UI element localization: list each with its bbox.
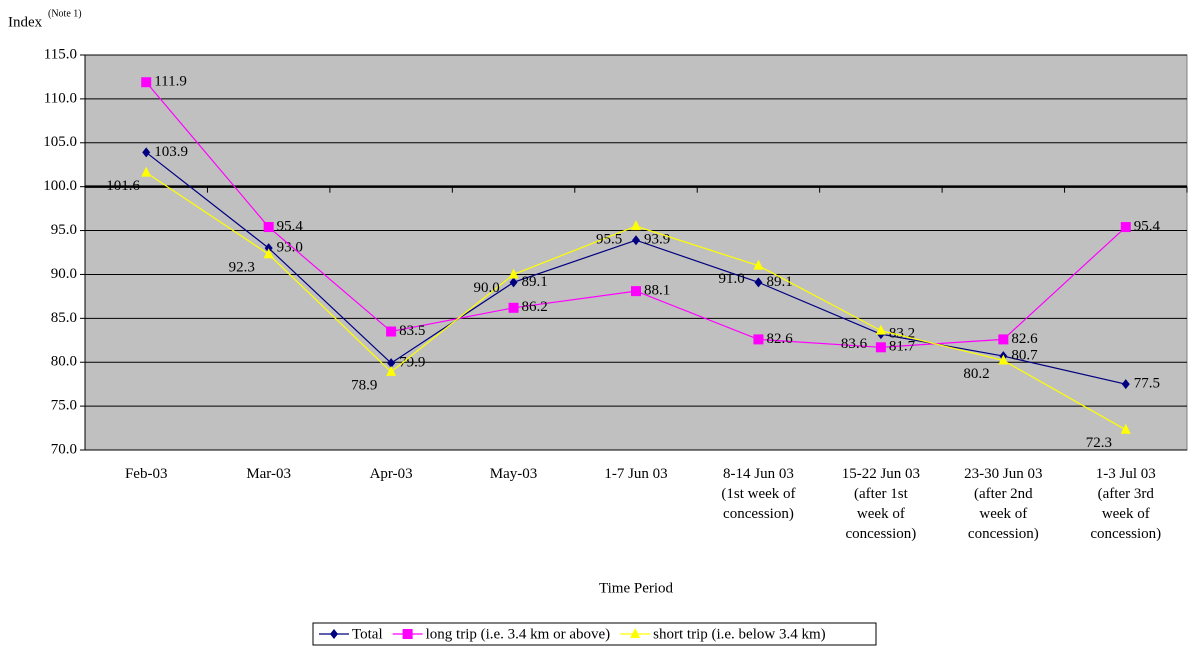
marker [263,248,274,259]
x-tick-label: Feb-03 [125,466,168,482]
value-label: 79.9 [399,355,425,371]
value-label: 83.6 [841,336,868,352]
y-tick-label: 100.0 [43,178,77,194]
plot-area [84,54,1188,451]
y-tick-label: 80.0 [51,354,77,370]
value-label: 88.1 [644,283,670,299]
x-tick-label: 8-14 Jun 03 (1st week of concession) [721,466,795,522]
marker [631,286,641,297]
marker [402,629,413,639]
y-axis-note: (Note 1) [48,8,82,19]
marker [631,220,641,231]
marker [998,354,1009,365]
x-tick-label: 1-7 Jun 03 [604,466,667,482]
value-label: 80.2 [963,366,989,382]
y-tick-label: 90.0 [51,266,77,282]
marker [330,629,338,639]
y-tick-label: 110.0 [44,90,77,106]
value-label: 82.6 [1011,331,1038,347]
x-axis-label: Time Period [599,580,674,596]
x-tick-label: 15-22 Jun 03 (after 1st week of concession) [842,466,920,542]
marker [509,277,518,288]
legend [312,622,877,646]
legend-label: Total [352,626,383,642]
value-label: 89.1 [522,274,548,290]
value-label: 95.4 [277,218,304,234]
value-label: 111.9 [154,74,187,90]
marker [508,268,519,279]
x-tick-label: May-03 [490,466,538,482]
marker [875,342,886,353]
marker [387,358,396,369]
y-tick-label: 85.0 [51,310,77,326]
value-label: 82.6 [766,331,793,347]
marker [508,302,519,313]
y-axis-label: Index [8,14,43,30]
marker [263,222,274,233]
marker [142,147,151,158]
x-tick-label: 1-3 Jul 03 (after 3rd week of concession) [1090,466,1161,542]
marker [754,277,763,288]
marker [998,334,1009,345]
value-label: 101.6 [106,178,140,194]
x-tick-label: 23-30 Jun 03 (after 2nd week of concession) [964,466,1042,542]
x-tick-label: Apr-03 [370,466,413,482]
y-tick-label: 115.0 [44,46,77,62]
value-label: 81.7 [889,339,916,355]
marker [141,77,152,88]
x-tick-label: Mar-03 [246,466,291,482]
value-label: 95.5 [596,232,622,248]
marker [386,365,397,376]
marker [630,628,641,638]
marker [141,166,152,177]
value-label: 93.0 [277,240,303,256]
value-label: 72.3 [1086,435,1112,451]
y-tick-label: 70.0 [51,441,77,457]
value-label: 77.5 [1134,376,1160,392]
marker [1120,222,1131,233]
marker [753,259,764,270]
y-tick-label: 105.0 [43,134,77,150]
marker [875,324,886,335]
legend-label: short trip (i.e. below 3.4 km) [653,626,825,642]
value-label: 103.9 [154,144,188,160]
value-label: 89.1 [766,274,792,290]
value-label: 80.7 [1011,348,1038,364]
value-label: 92.3 [229,260,255,276]
value-label: 90.0 [474,280,500,296]
marker [753,334,764,345]
y-tick-label: 75.0 [51,398,77,414]
marker [264,243,273,254]
value-label: 78.9 [351,377,377,393]
y-tick-label: 95.0 [51,222,77,238]
marker [1121,379,1130,390]
value-label: 93.9 [644,232,670,248]
marker [386,326,397,337]
marker [632,235,640,246]
value-label: 83.5 [399,323,425,339]
legend-label: long trip (i.e. 3.4 km or above) [426,626,611,642]
value-label: 86.2 [522,299,548,315]
value-label: 91.0 [718,271,744,287]
marker [1120,423,1131,434]
value-label: 95.4 [1134,218,1161,234]
